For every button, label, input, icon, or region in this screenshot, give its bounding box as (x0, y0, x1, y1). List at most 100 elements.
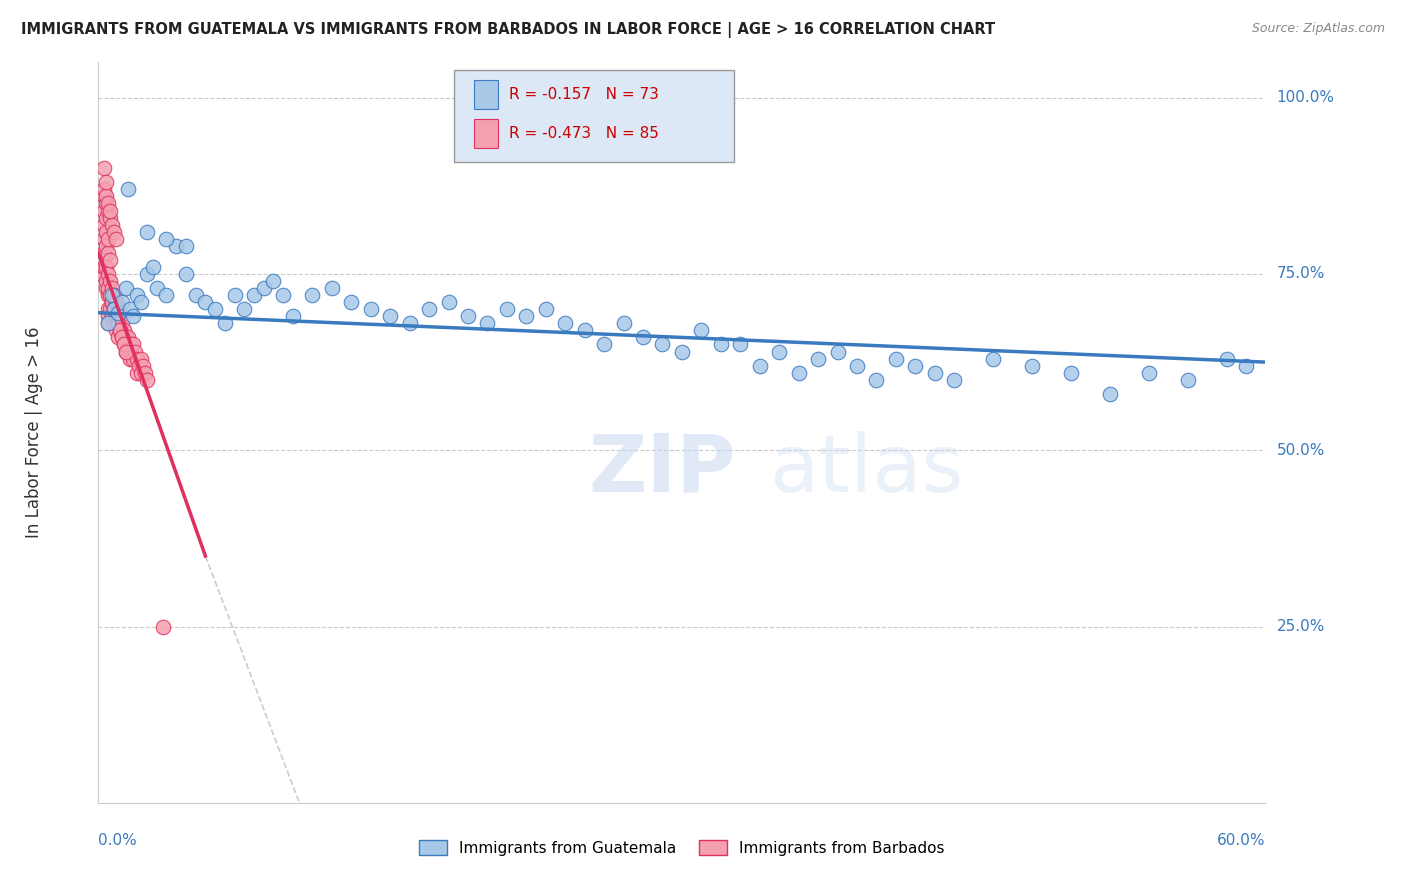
Point (136, 373, 159, 387)
Point (194, 295, 217, 310)
Bar (474, 119, 498, 148)
Legend: Immigrants from Guatemala, Immigrants from Barbados: Immigrants from Guatemala, Immigrants fr… (413, 834, 950, 862)
Point (122, 351, 145, 366)
FancyBboxPatch shape (454, 70, 734, 162)
Point (103, 302, 125, 317)
Text: ZIP: ZIP (589, 431, 735, 508)
Point (1021, 359, 1043, 373)
Point (827, 344, 849, 359)
Point (97, 203, 120, 218)
Point (136, 267, 159, 281)
Point (768, 344, 790, 359)
Point (104, 232, 127, 246)
Point (97, 316, 120, 330)
Point (97, 245, 120, 260)
Point (496, 302, 519, 317)
Point (98, 252, 121, 267)
Text: 60.0%: 60.0% (1218, 833, 1265, 848)
Point (93, 161, 115, 176)
Point (98, 274, 121, 288)
Point (107, 316, 129, 330)
Point (118, 351, 141, 366)
Point (101, 295, 124, 310)
Point (112, 337, 135, 351)
Text: 0.0%: 0.0% (98, 833, 138, 848)
Point (127, 366, 149, 380)
Point (271, 288, 294, 302)
Point (96, 196, 118, 211)
Point (103, 302, 125, 317)
Point (1137, 366, 1160, 380)
Text: In Labor Force | Age > 16: In Labor Force | Age > 16 (25, 326, 44, 539)
Text: 100.0%: 100.0% (1277, 90, 1334, 105)
Point (111, 295, 134, 310)
Point (96, 211, 118, 225)
Point (98, 302, 121, 317)
Point (104, 310, 127, 324)
Point (174, 267, 197, 281)
Point (129, 295, 152, 310)
Point (943, 373, 966, 387)
Point (124, 344, 146, 359)
Point (98, 288, 121, 302)
Point (112, 323, 135, 337)
Point (301, 288, 323, 302)
Point (122, 337, 145, 351)
Point (97, 281, 120, 295)
Point (121, 344, 143, 359)
Point (117, 182, 139, 196)
Point (534, 302, 557, 317)
Point (93, 232, 115, 246)
Point (111, 316, 134, 330)
Text: atlas: atlas (769, 431, 963, 508)
Point (96, 225, 118, 239)
Point (104, 310, 127, 324)
Point (122, 310, 145, 324)
Point (807, 351, 830, 366)
Point (477, 316, 499, 330)
Point (97, 316, 120, 330)
Point (96, 175, 118, 189)
Text: 75.0%: 75.0% (1277, 267, 1324, 282)
Point (787, 366, 810, 380)
Point (574, 323, 596, 337)
Point (214, 316, 236, 330)
Point (96, 239, 118, 253)
Point (146, 281, 169, 295)
Point (114, 330, 136, 344)
Point (593, 337, 616, 351)
Point (97, 302, 120, 317)
Point (233, 302, 256, 317)
Point (111, 330, 134, 344)
Point (136, 225, 159, 239)
Point (865, 373, 887, 387)
Point (111, 330, 134, 344)
Point (262, 274, 284, 288)
Point (118, 302, 141, 317)
Point (101, 310, 124, 324)
Point (554, 316, 576, 330)
Point (127, 351, 149, 366)
Point (93, 182, 115, 196)
Point (101, 218, 124, 232)
Point (96, 260, 118, 274)
Point (107, 330, 129, 344)
Point (114, 344, 136, 359)
Point (97, 267, 120, 281)
Point (457, 310, 479, 324)
Text: R = -0.157   N = 73: R = -0.157 N = 73 (509, 87, 659, 102)
Point (117, 330, 139, 344)
Point (98, 203, 121, 218)
Point (103, 316, 125, 330)
Point (152, 619, 174, 633)
Point (98, 288, 121, 302)
Point (103, 288, 125, 302)
Text: 25.0%: 25.0% (1277, 619, 1324, 634)
Point (904, 359, 927, 373)
Point (107, 306, 129, 320)
Point (93, 218, 115, 232)
Point (243, 288, 266, 302)
Point (380, 310, 402, 324)
Point (96, 274, 118, 288)
Text: 50.0%: 50.0% (1277, 442, 1324, 458)
